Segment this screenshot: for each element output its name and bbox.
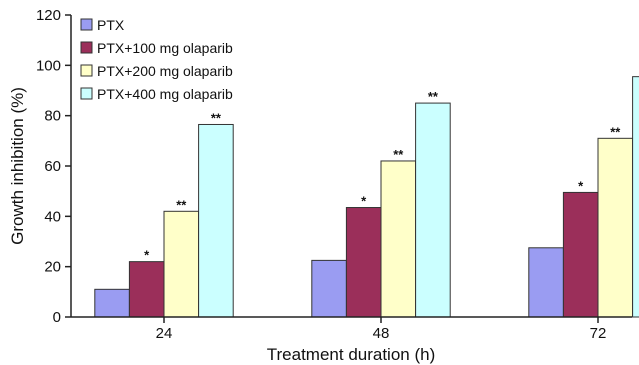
bar-0-0: [94, 288, 130, 318]
x-tick-label: 24: [156, 325, 173, 342]
legend-label: PTX: [97, 17, 125, 33]
bar-3-0: [198, 123, 234, 318]
x-ticks-group: 24 48 72: [156, 317, 607, 342]
bar-2-0: [163, 210, 200, 318]
y-tick-label: 100: [36, 57, 61, 74]
bar-3-1: [415, 102, 451, 318]
significance-label: *: [144, 248, 150, 263]
significance-label: **: [393, 147, 404, 162]
x-axis-title: Treatment duration (h): [267, 345, 436, 364]
bar-0-1: [311, 259, 347, 318]
bar-1-0: [128, 261, 165, 318]
x-tick-label: 48: [373, 325, 390, 342]
y-tick-label: 80: [44, 108, 61, 125]
legend-swatch: [80, 18, 93, 31]
legend-label: PTX+100 mg olaparib: [97, 40, 233, 56]
significance-label: *: [578, 178, 584, 193]
bars-group: ***************: [94, 76, 639, 318]
y-tick-label: 40: [44, 208, 61, 225]
bar-1-2: [562, 191, 599, 318]
bar-2-2: [597, 137, 634, 318]
bar-3-2: [632, 76, 639, 318]
bar-1-1: [345, 207, 382, 318]
significance-label: **: [211, 110, 222, 125]
legend: PTX PTX+100 mg olaparib PTX+200 mg olapari…: [80, 17, 233, 102]
significance-label: *: [361, 194, 367, 209]
significance-label: **: [610, 124, 621, 139]
legend-label: PTX+200 mg olaparib: [97, 63, 233, 79]
significance-label: **: [176, 197, 187, 212]
legend-label: PTX+400 mg olaparib: [97, 86, 233, 102]
y-axis-title: Growth inhibition (%): [8, 87, 27, 245]
bar-0-2: [528, 247, 564, 318]
legend-swatch: [80, 64, 93, 77]
y-tick-label: 20: [44, 259, 61, 276]
bar-2-1: [380, 160, 417, 318]
x-tick-label: 72: [590, 325, 607, 342]
legend-swatch: [80, 87, 93, 100]
legend-swatch: [80, 41, 93, 54]
y-tick-label: 120: [36, 7, 61, 24]
y-ticks-group: 0 20 40 60 80 100 120: [36, 7, 71, 326]
y-tick-label: 0: [53, 309, 61, 326]
significance-label: **: [428, 89, 439, 104]
y-tick-label: 60: [44, 158, 61, 175]
